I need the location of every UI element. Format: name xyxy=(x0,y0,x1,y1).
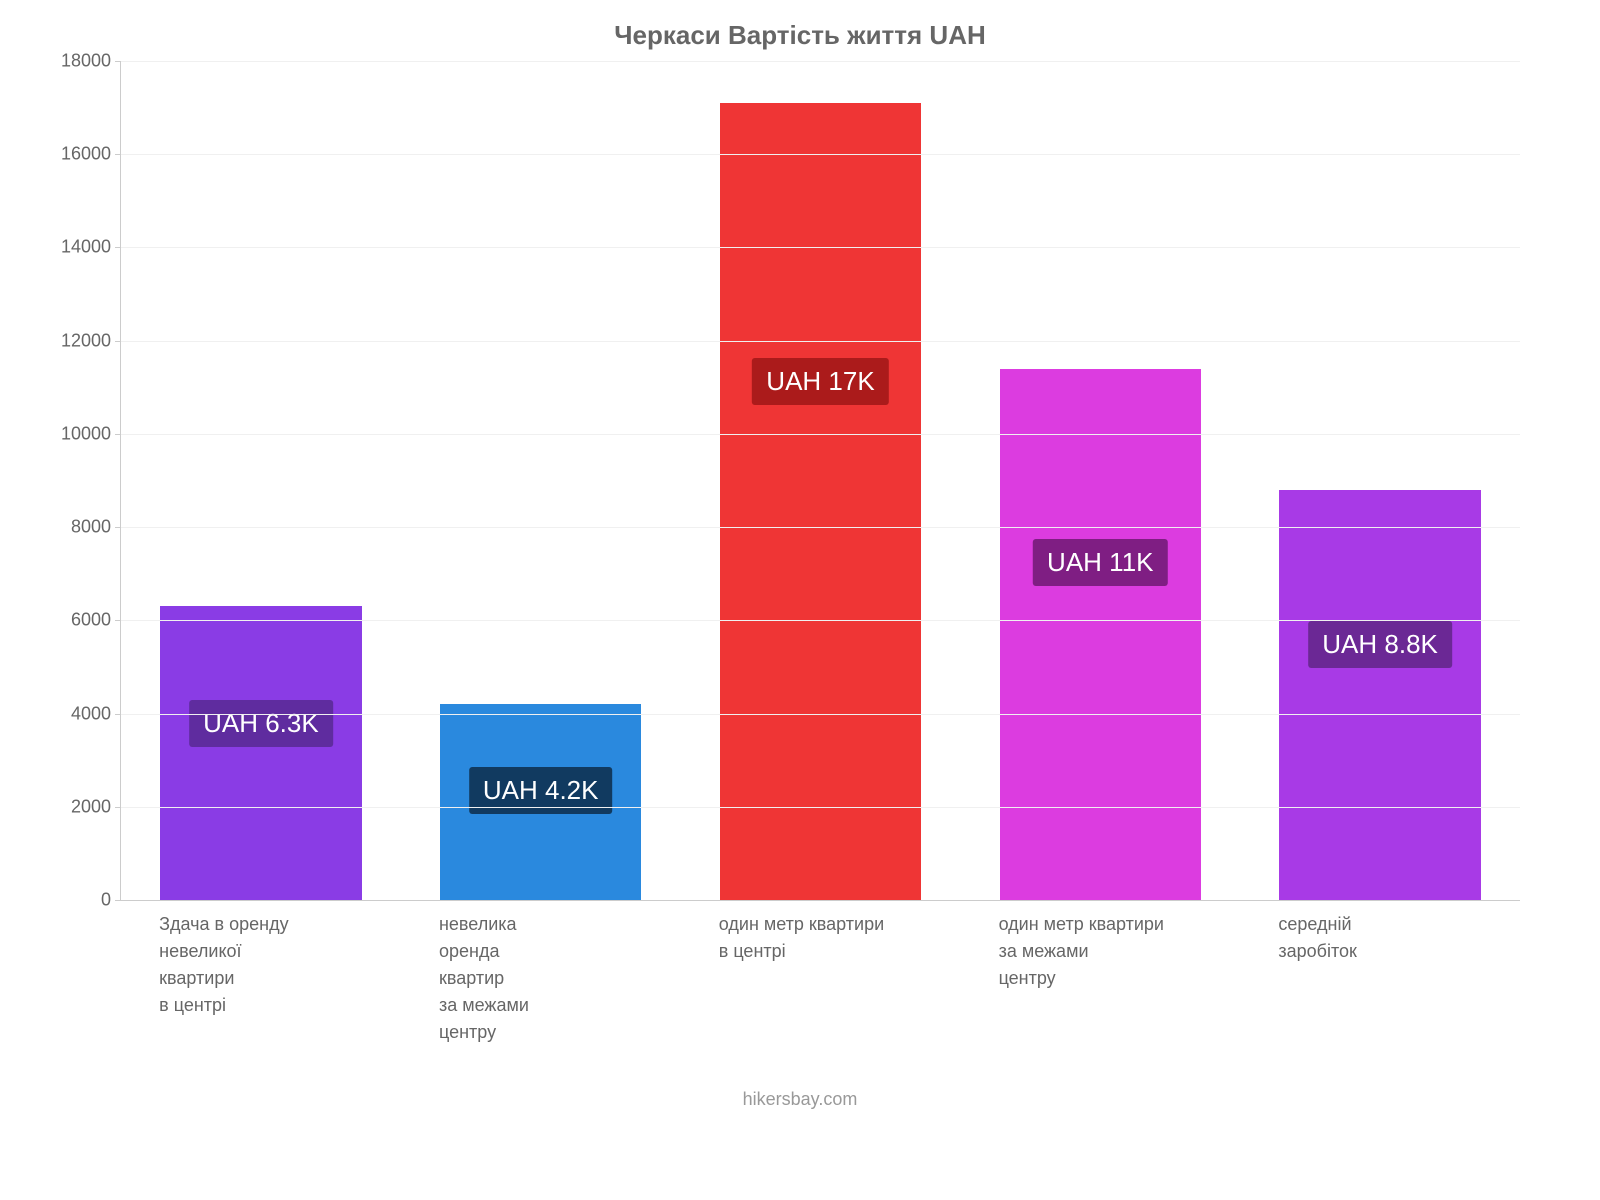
x-axis-label: середнійзаробіток xyxy=(1278,911,1499,965)
y-tick-label: 8000 xyxy=(61,517,111,538)
gridline xyxy=(121,341,1520,342)
x-axis-labels: Здача в орендуневеликоїквартирив центрі н… xyxy=(120,901,1520,1081)
y-tick-mark xyxy=(115,807,121,808)
gridline xyxy=(121,434,1520,435)
bar: UAH 11K xyxy=(1000,369,1201,900)
gridline xyxy=(121,154,1520,155)
y-tick-mark xyxy=(115,341,121,342)
bar: UAH 6.3K xyxy=(160,606,361,900)
bar: UAH 17K xyxy=(720,103,921,900)
x-axis-label: невеликаорендаквартирза межамицентру xyxy=(439,911,660,1046)
y-tick-mark xyxy=(115,154,121,155)
bar: UAH 4.2K xyxy=(440,704,641,900)
chart-title: Черкаси Вартість життя UAH xyxy=(50,20,1550,51)
y-tick-mark xyxy=(115,247,121,248)
bars-layer: UAH 6.3K UAH 4.2K UAH 17K UAH 11K UAH 8.8K xyxy=(121,61,1520,900)
plot-area: UAH 6.3KUAH 4.2KUAH 17KUAH 11KUAH 8.8K 0… xyxy=(120,61,1520,901)
y-tick-label: 10000 xyxy=(61,423,111,444)
y-tick-label: 2000 xyxy=(61,796,111,817)
y-tick-label: 18000 xyxy=(61,51,111,72)
value-badge: UAH 11K xyxy=(1033,539,1167,586)
y-tick-label: 6000 xyxy=(61,610,111,631)
value-badge: UAH 17K xyxy=(752,358,888,405)
value-badge: UAH 6.3K xyxy=(189,700,333,747)
gridline xyxy=(121,247,1520,248)
x-axis-label: один метр квартириза межамицентру xyxy=(999,911,1220,992)
x-axis-label: один метр квартирив центрі xyxy=(719,911,940,965)
gridline xyxy=(121,527,1520,528)
y-tick-label: 0 xyxy=(61,890,111,911)
y-tick-mark xyxy=(115,61,121,62)
gridline xyxy=(121,714,1520,715)
y-tick-label: 12000 xyxy=(61,330,111,351)
gridline xyxy=(121,807,1520,808)
value-badge: UAH 8.8K xyxy=(1308,621,1452,668)
chart-container: Черкаси Вартість життя UAH UAH 6.3K UAH 4… xyxy=(50,20,1550,1120)
bar: UAH 8.8K xyxy=(1279,490,1480,900)
footer-credit: hikersbay.com xyxy=(50,1089,1550,1110)
gridline xyxy=(121,61,1520,62)
y-tick-mark xyxy=(115,714,121,715)
y-tick-mark xyxy=(115,434,121,435)
y-tick-label: 16000 xyxy=(61,144,111,165)
x-axis-label: Здача в орендуневеликоїквартирив центрі xyxy=(159,911,380,1019)
y-tick-mark xyxy=(115,620,121,621)
y-tick-mark xyxy=(115,527,121,528)
gridline xyxy=(121,620,1520,621)
y-tick-label: 4000 xyxy=(61,703,111,724)
y-tick-label: 14000 xyxy=(61,237,111,258)
